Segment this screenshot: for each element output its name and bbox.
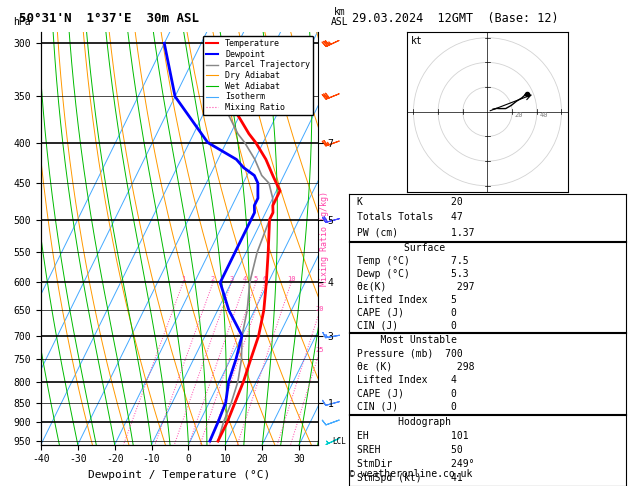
Text: Lifted Index    4: Lifted Index 4	[357, 375, 457, 385]
Text: 5: 5	[253, 277, 258, 282]
Text: © weatheronline.co.uk: © weatheronline.co.uk	[349, 469, 472, 479]
Text: CIN (J)         0: CIN (J) 0	[357, 320, 457, 330]
Text: Pressure (mb)  700: Pressure (mb) 700	[357, 348, 463, 359]
Text: hPa: hPa	[13, 17, 31, 27]
Text: θε (K)           298: θε (K) 298	[357, 362, 475, 372]
Text: StmDir          249°: StmDir 249°	[357, 459, 475, 469]
Text: Most Unstable: Most Unstable	[357, 335, 457, 345]
Text: StmSpd (kt)     41: StmSpd (kt) 41	[357, 473, 463, 484]
Text: Mixing Ratio (g/kg): Mixing Ratio (g/kg)	[320, 191, 330, 286]
Text: CAPE (J)        0: CAPE (J) 0	[357, 388, 457, 399]
Text: 3: 3	[230, 277, 233, 282]
Text: 20: 20	[515, 112, 523, 118]
Text: 50°31'N  1°37'E  30m ASL: 50°31'N 1°37'E 30m ASL	[19, 12, 199, 25]
Text: Surface: Surface	[357, 243, 445, 254]
Text: 29.03.2024  12GMT  (Base: 12): 29.03.2024 12GMT (Base: 12)	[352, 12, 559, 25]
Text: CIN (J)         0: CIN (J) 0	[357, 402, 457, 412]
Text: 1: 1	[181, 277, 185, 282]
Text: Hodograph: Hodograph	[357, 417, 452, 427]
Text: 6: 6	[263, 277, 267, 282]
Text: Dewp (°C)       5.3: Dewp (°C) 5.3	[357, 269, 469, 279]
Text: 25: 25	[315, 347, 323, 353]
Text: θε(K)            297: θε(K) 297	[357, 282, 475, 292]
Text: km
ASL: km ASL	[331, 7, 348, 27]
Text: SREH            50: SREH 50	[357, 445, 463, 455]
Text: Temp (°C)       7.5: Temp (°C) 7.5	[357, 256, 469, 266]
X-axis label: Dewpoint / Temperature (°C): Dewpoint / Temperature (°C)	[88, 470, 270, 480]
Text: 4: 4	[243, 277, 247, 282]
Text: Lifted Index    5: Lifted Index 5	[357, 295, 457, 305]
Text: PW (cm)         1.37: PW (cm) 1.37	[357, 228, 475, 238]
Text: EH              101: EH 101	[357, 431, 469, 441]
Text: kt: kt	[411, 36, 422, 46]
Text: 40: 40	[539, 112, 548, 118]
Text: 20: 20	[315, 306, 324, 312]
Text: CAPE (J)        0: CAPE (J) 0	[357, 308, 457, 318]
Text: K               20: K 20	[357, 197, 463, 207]
Text: LCL: LCL	[332, 436, 346, 446]
Text: 10: 10	[287, 277, 296, 282]
Text: 2: 2	[211, 277, 215, 282]
Text: Totals Totals   47: Totals Totals 47	[357, 212, 463, 223]
Legend: Temperature, Dewpoint, Parcel Trajectory, Dry Adiabat, Wet Adiabat, Isotherm, Mi: Temperature, Dewpoint, Parcel Trajectory…	[203, 36, 313, 115]
